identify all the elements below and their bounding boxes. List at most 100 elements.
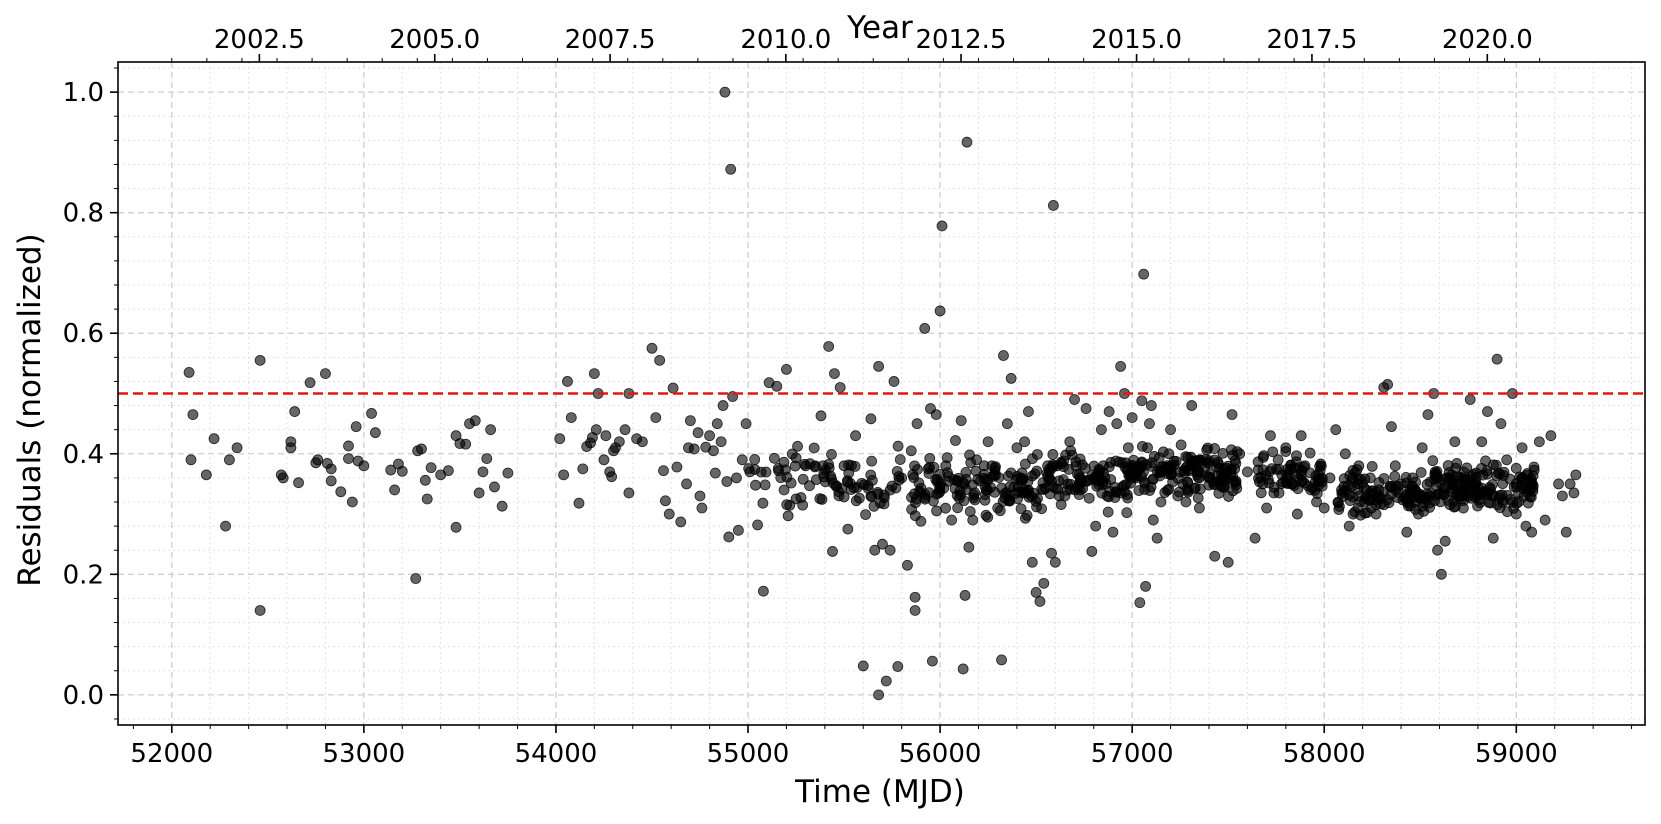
- data-point: [810, 474, 822, 486]
- data-point: [778, 484, 790, 496]
- data-point: [1120, 479, 1132, 490]
- data-point: [421, 493, 433, 505]
- data-point: [485, 424, 497, 436]
- data-point: [931, 505, 942, 517]
- data-point: [1311, 496, 1322, 508]
- data-point: [1249, 532, 1261, 544]
- data-point: [1427, 455, 1439, 467]
- data-point: [1144, 418, 1155, 430]
- data-point: [469, 415, 481, 427]
- data-point: [955, 415, 967, 427]
- y-tick-label: 0.2: [63, 560, 104, 590]
- data-point: [1252, 464, 1264, 476]
- data-point: [936, 220, 948, 232]
- data-point: [924, 452, 936, 464]
- data-point: [1121, 507, 1133, 519]
- data-point: [1526, 526, 1538, 538]
- data-point: [1038, 484, 1049, 495]
- data-point: [1347, 508, 1359, 520]
- data-point: [759, 479, 771, 491]
- data-point: [873, 689, 885, 701]
- top-tick-label: 2010.0: [740, 25, 831, 55]
- data-point: [1141, 459, 1152, 470]
- data-point: [1560, 526, 1572, 538]
- data-point: [185, 454, 197, 466]
- data-point: [1186, 400, 1198, 411]
- data-point: [829, 368, 840, 380]
- data-point: [923, 468, 935, 479]
- data-point: [558, 469, 570, 481]
- data-point: [750, 479, 761, 491]
- data-point: [343, 453, 354, 464]
- data-point: [1059, 490, 1071, 502]
- data-point: [562, 376, 573, 387]
- data-point: [833, 486, 845, 498]
- data-point: [1097, 460, 1109, 472]
- data-point: [967, 514, 979, 526]
- data-point: [752, 519, 764, 531]
- data-point: [1432, 544, 1443, 556]
- data-point: [1291, 508, 1303, 520]
- data-point: [1015, 472, 1027, 484]
- data-point: [1034, 596, 1046, 607]
- data-point: [842, 523, 854, 535]
- data-point: [1145, 400, 1157, 411]
- data-point: [1404, 484, 1416, 496]
- data-point: [1299, 460, 1311, 472]
- data-point: [744, 466, 756, 478]
- data-point: [959, 590, 971, 601]
- data-point: [1055, 456, 1067, 468]
- data-point: [1218, 481, 1230, 493]
- data-point: [1133, 485, 1145, 496]
- data-point: [909, 591, 921, 603]
- data-point: [573, 497, 585, 509]
- data-point: [1533, 436, 1545, 448]
- data-point: [1510, 462, 1522, 474]
- y-tick-label: 0.6: [63, 319, 104, 349]
- data-point: [619, 424, 631, 436]
- data-point: [1435, 496, 1446, 508]
- data-point: [1015, 503, 1027, 515]
- data-point: [1332, 496, 1344, 508]
- data-point: [1223, 491, 1234, 502]
- data-point: [350, 421, 362, 433]
- data-point: [1476, 462, 1487, 474]
- data-point: [992, 502, 1004, 514]
- data-point: [1397, 494, 1409, 506]
- data-point: [927, 655, 938, 667]
- x-tick-label: 53000: [322, 739, 405, 769]
- data-point: [1182, 476, 1193, 488]
- data-point: [320, 368, 331, 380]
- data-point: [1122, 492, 1134, 504]
- data-point: [935, 478, 946, 490]
- data-point: [894, 454, 906, 466]
- data-point: [963, 541, 975, 553]
- data-point: [496, 500, 508, 512]
- data-point: [1147, 473, 1159, 485]
- data-point: [1261, 502, 1273, 514]
- data-point: [860, 509, 871, 520]
- data-point: [1267, 446, 1279, 458]
- data-point: [588, 368, 600, 380]
- data-point: [1257, 478, 1269, 490]
- data-point: [1386, 421, 1397, 433]
- data-point: [346, 496, 358, 508]
- data-point: [1173, 486, 1185, 498]
- y-tick-label: 0.4: [63, 440, 104, 470]
- data-point: [1031, 501, 1042, 513]
- data-point: [1203, 472, 1215, 484]
- data-point: [1330, 424, 1342, 436]
- data-point: [325, 475, 337, 487]
- data-point: [792, 440, 803, 452]
- data-point: [773, 465, 785, 477]
- data-point: [1401, 526, 1413, 538]
- data-point: [1064, 436, 1076, 448]
- data-point: [1470, 490, 1482, 502]
- data-point: [940, 460, 952, 472]
- data-point: [709, 467, 721, 479]
- data-point: [865, 413, 877, 425]
- data-point: [826, 473, 837, 485]
- data-point: [808, 442, 820, 454]
- data-point: [930, 409, 942, 420]
- data-point: [1074, 484, 1086, 496]
